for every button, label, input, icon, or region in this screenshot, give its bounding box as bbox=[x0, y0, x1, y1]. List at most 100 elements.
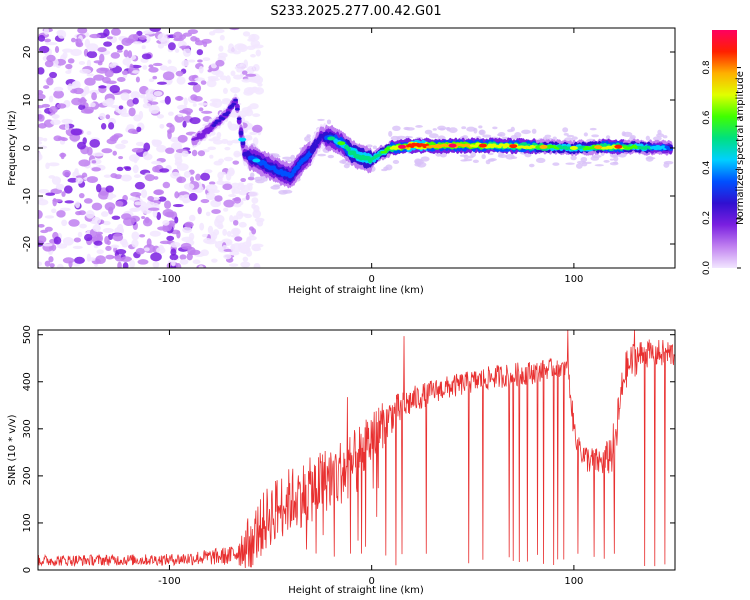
snr-x-tick-label: 100 bbox=[564, 576, 583, 587]
heatmap-y-tick-label: -10 bbox=[22, 188, 33, 204]
heatmap-cell bbox=[120, 92, 130, 101]
heatmap-cell bbox=[67, 177, 78, 183]
heatmap-cell bbox=[112, 233, 124, 242]
heatmap-x-axis-label: Height of straight line (km) bbox=[288, 285, 424, 296]
heatmap-cell bbox=[432, 128, 437, 131]
heatmap-cell bbox=[62, 237, 74, 246]
heatmap-cell bbox=[157, 43, 165, 49]
heatmap-cell bbox=[75, 38, 82, 47]
heatmap-cell bbox=[603, 160, 610, 163]
heatmap-cell bbox=[249, 226, 255, 231]
heatmap-cell bbox=[228, 263, 239, 267]
heatmap-cell bbox=[176, 176, 187, 184]
heatmap-cell bbox=[165, 147, 175, 154]
heatmap-cell bbox=[186, 111, 191, 116]
snr-plot-area bbox=[38, 330, 675, 570]
heatmap-cell bbox=[115, 249, 127, 255]
heatmap-cell bbox=[43, 137, 48, 142]
heatmap-cell bbox=[109, 84, 120, 94]
heatmap-cell bbox=[273, 184, 282, 187]
heatmap-cell bbox=[151, 160, 162, 165]
heatmap-cell bbox=[146, 238, 152, 248]
heatmap-cell bbox=[622, 131, 633, 138]
heatmap-cell bbox=[67, 83, 73, 91]
heatmap-cell bbox=[105, 254, 115, 260]
heatmap-cell bbox=[105, 185, 114, 193]
snr-y-tick-label: 400 bbox=[22, 372, 33, 391]
heatmap-cell bbox=[181, 60, 190, 67]
heatmap-cell bbox=[189, 249, 201, 256]
heatmap-cell bbox=[105, 114, 111, 120]
heatmap-cell bbox=[210, 62, 218, 69]
heatmap-cell bbox=[197, 59, 203, 63]
heatmap-cell bbox=[135, 247, 145, 255]
heatmap-cell bbox=[156, 246, 166, 254]
heatmap-cell bbox=[656, 133, 665, 138]
heatmap-cell bbox=[232, 228, 240, 236]
heatmap-cell bbox=[91, 202, 103, 211]
heatmap-cell bbox=[563, 133, 569, 136]
heatmap-cell bbox=[468, 155, 474, 159]
heatmap-cell bbox=[521, 129, 531, 135]
heatmap-cell bbox=[249, 103, 259, 110]
heatmap-cell bbox=[153, 189, 163, 195]
heatmap-cell bbox=[246, 250, 253, 257]
heatmap-cell bbox=[489, 158, 497, 162]
heatmap-cell bbox=[142, 103, 152, 109]
snr-y-tick-label: 100 bbox=[22, 513, 33, 532]
heatmap-cell bbox=[166, 211, 174, 218]
heatmap-cell bbox=[251, 44, 264, 49]
heatmap-cell bbox=[138, 35, 147, 40]
heatmap-cell bbox=[44, 38, 52, 43]
heatmap-cell bbox=[75, 211, 82, 216]
heatmap-cell bbox=[428, 133, 439, 139]
heatmap-cell bbox=[121, 213, 132, 220]
heatmap-cell bbox=[177, 134, 188, 143]
heatmap-cell bbox=[183, 97, 188, 106]
heatmap-cell bbox=[142, 65, 148, 70]
heatmap-cell bbox=[481, 154, 486, 160]
heatmap-cell bbox=[89, 102, 96, 108]
heatmap-cell bbox=[203, 237, 212, 244]
heatmap-cell bbox=[216, 119, 222, 123]
heatmap-cell bbox=[38, 141, 43, 145]
heatmap-cell bbox=[497, 132, 506, 137]
heatmap-cell bbox=[84, 233, 93, 242]
heatmap-cell bbox=[544, 134, 552, 138]
heatmap-cell bbox=[49, 71, 58, 79]
heatmap-cell bbox=[583, 132, 588, 137]
heatmap-cell bbox=[38, 114, 45, 122]
heatmap-cell bbox=[249, 172, 255, 178]
heatmap-cell bbox=[124, 166, 132, 171]
heatmap-cell bbox=[229, 214, 234, 223]
heatmap-cell bbox=[122, 262, 129, 268]
heatmap-cell bbox=[46, 77, 54, 86]
heatmap-cell bbox=[207, 146, 217, 151]
heatmap-cell bbox=[141, 53, 152, 60]
heatmap-cell bbox=[148, 78, 155, 83]
heatmap-cell bbox=[100, 122, 107, 130]
snr-y-ticks: 0 100 200 300 400 500 bbox=[22, 325, 675, 573]
heatmap-cell bbox=[179, 254, 187, 260]
heatmap-cell bbox=[38, 188, 50, 194]
heatmap-cell bbox=[129, 259, 136, 268]
heatmap-cell bbox=[409, 145, 415, 148]
heatmap-cell bbox=[223, 156, 234, 162]
heatmap-cell bbox=[38, 261, 43, 267]
figure-title: S233.2025.277.00.42.G01 bbox=[270, 4, 441, 19]
heatmap-cell bbox=[86, 253, 91, 262]
heatmap-cell bbox=[55, 183, 65, 190]
heatmap-cell bbox=[251, 243, 261, 252]
heatmap-cell bbox=[47, 162, 60, 167]
heatmap-cell bbox=[56, 243, 68, 249]
heatmap-cell bbox=[38, 199, 49, 206]
snr-x-tick-label: -100 bbox=[158, 576, 181, 587]
heatmap-cell bbox=[255, 49, 261, 57]
heatmap-cell bbox=[110, 173, 118, 179]
heatmap-cell bbox=[78, 104, 86, 111]
heatmap-cell bbox=[613, 161, 618, 164]
heatmap-cell bbox=[222, 183, 233, 191]
heatmap-cell bbox=[162, 219, 170, 226]
heatmap-cell bbox=[247, 105, 252, 112]
heatmap-cell bbox=[38, 136, 44, 142]
